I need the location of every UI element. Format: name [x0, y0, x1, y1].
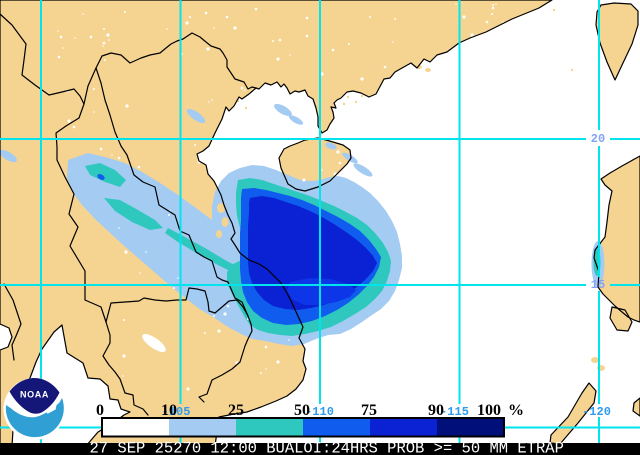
svg-text:-105: -105: [162, 405, 191, 419]
svg-text:0: 0: [96, 402, 104, 419]
svg-text:15: 15: [591, 278, 605, 292]
svg-text:25: 25: [228, 402, 244, 419]
svg-text:-115: -115: [440, 405, 469, 419]
svg-text:-120: -120: [582, 405, 611, 419]
svg-text:27 SEP 25270 12:00 BUALOI:24HR: 27 SEP 25270 12:00 BUALOI:24HRS PROB >= …: [90, 440, 564, 455]
svg-text:100: 100: [477, 402, 501, 419]
svg-text:-110: -110: [305, 405, 334, 419]
svg-text:20: 20: [591, 132, 605, 146]
svg-text:50: 50: [294, 402, 310, 419]
svg-text:10: 10: [161, 402, 177, 419]
svg-text:NOAA: NOAA: [20, 390, 49, 400]
svg-text:%: %: [508, 402, 524, 419]
svg-text:75: 75: [361, 402, 377, 419]
svg-text:90: 90: [428, 402, 444, 419]
